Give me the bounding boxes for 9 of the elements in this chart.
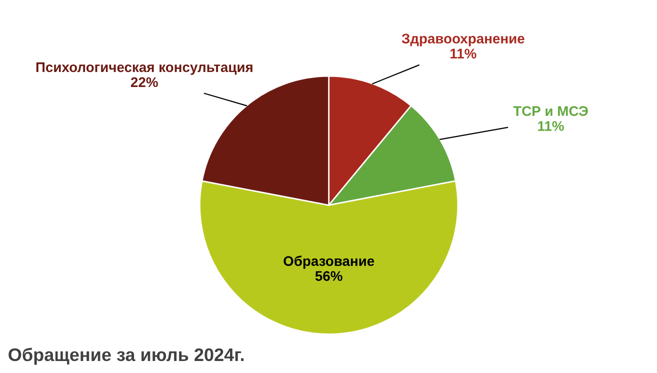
data-label: 22%	[130, 77, 158, 88]
data-label: 11%	[450, 48, 476, 58]
data-label: 11%	[538, 121, 564, 131]
slice-label: Здравоохранение	[402, 34, 524, 46]
slice-label: Психологическая консультация	[36, 62, 252, 75]
text: Обращение за июль 2024г.	[8, 348, 244, 365]
slice-label: Образование	[284, 256, 374, 269]
data-label: 56%	[315, 271, 342, 281]
slice-label: ТСР и МСЭ	[513, 106, 588, 116]
